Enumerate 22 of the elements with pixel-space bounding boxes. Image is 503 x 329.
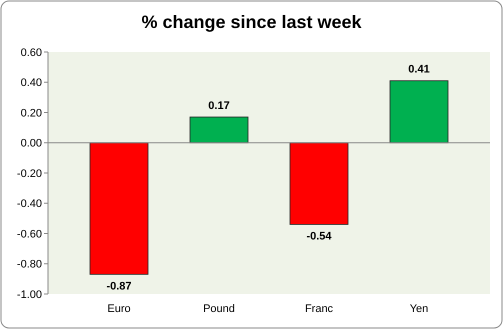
chart-title: % change since last week [141, 12, 363, 32]
bar [290, 142, 348, 225]
y-tick-label: 0.40 [20, 77, 42, 90]
y-tick-label: 0.00 [20, 138, 42, 150]
y-tick-label: -1.00 [16, 288, 42, 301]
data-label: 0.41 [408, 64, 430, 76]
data-label: 0.17 [208, 100, 230, 112]
bar [190, 116, 248, 144]
y-tick-label: -0.20 [16, 168, 42, 180]
y-tick-label: -0.80 [16, 258, 42, 271]
y-tick-label: 0.60 [20, 46, 42, 59]
y-tick-label: 0.20 [20, 107, 42, 120]
data-label: -0.54 [306, 230, 332, 242]
x-tick-label: Pound [203, 303, 235, 315]
x-tick-label: Euro [107, 303, 131, 315]
bar [90, 142, 148, 275]
data-label: -0.87 [106, 280, 132, 292]
y-tick-label: -0.40 [16, 198, 42, 210]
x-tick-label: Yen [410, 303, 428, 315]
bar [390, 80, 448, 144]
x-tick-label: Franc [304, 303, 334, 315]
y-tick-label: -0.60 [16, 228, 42, 240]
